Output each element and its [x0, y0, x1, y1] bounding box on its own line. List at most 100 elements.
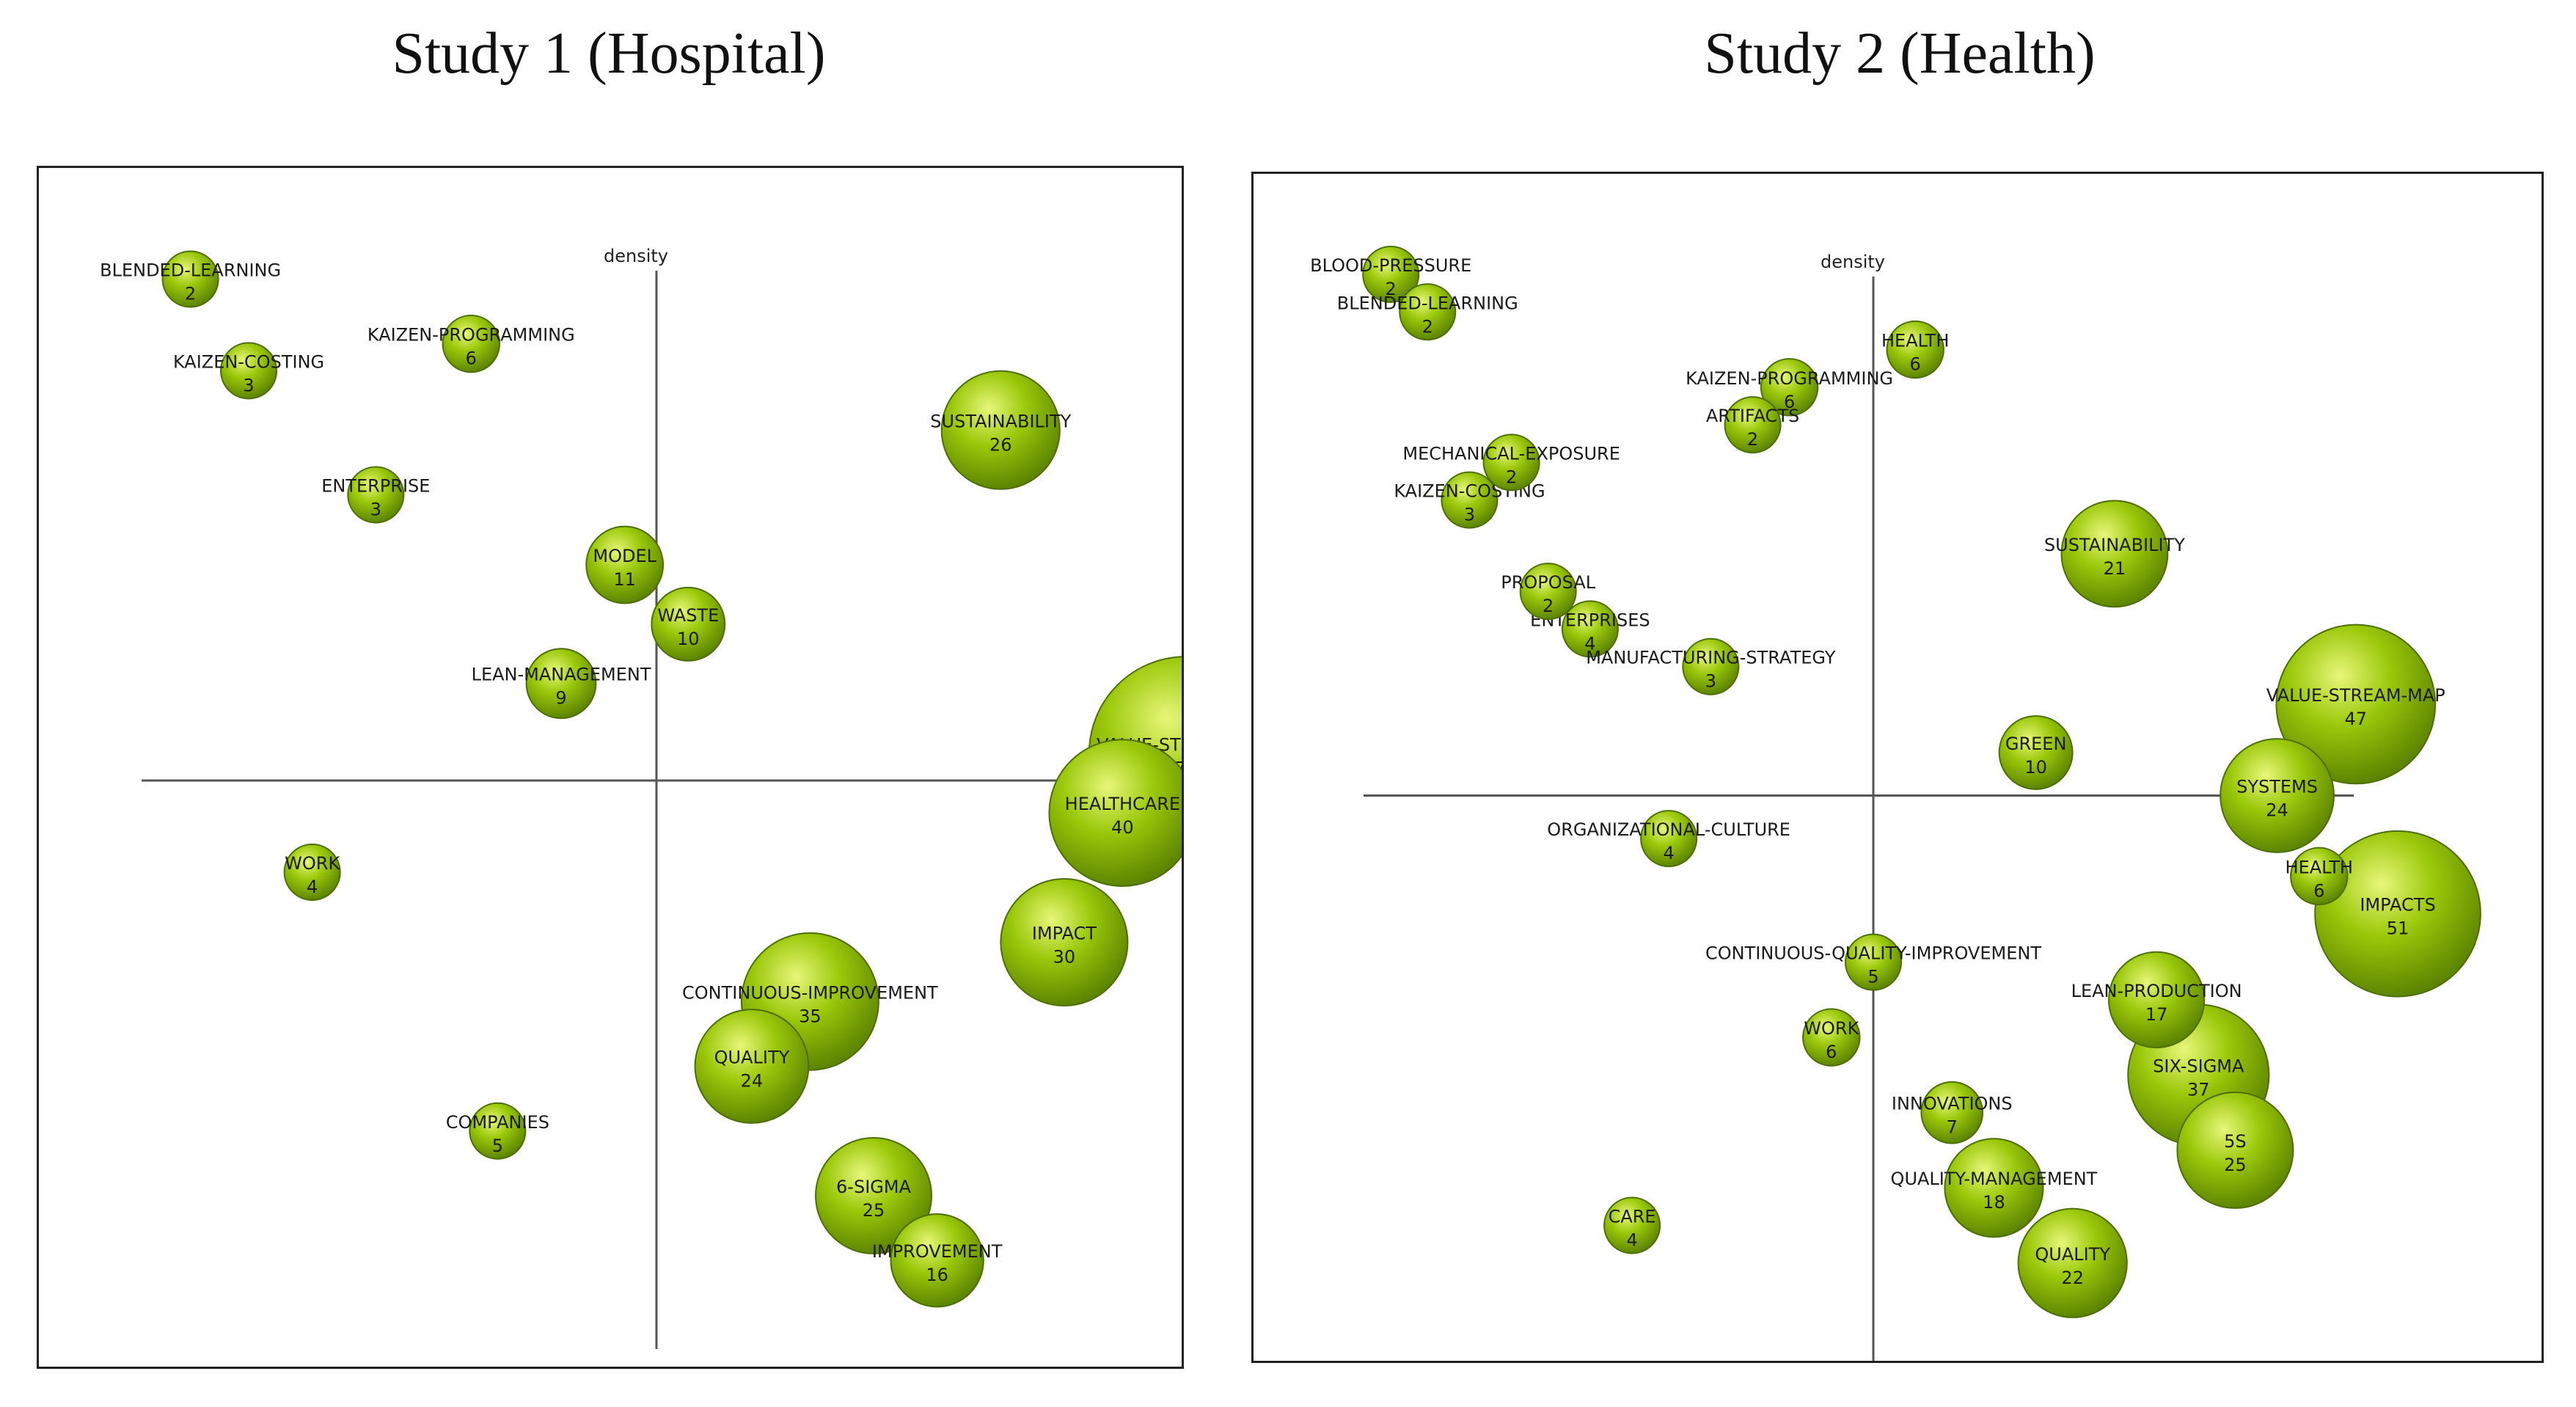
bubble-circle — [1048, 739, 1182, 887]
bubble-circle — [1724, 396, 1782, 454]
bubble-label: KAIZEN-PROGRAMMING — [1686, 368, 1893, 389]
bubble-blended-learning[interactable]: BLENDED-LEARNING 2 — [100, 250, 281, 308]
bubble-value: 6 — [466, 348, 477, 369]
bubble-blended-learning[interactable]: BLENDED-LEARNING 2 — [1337, 283, 1518, 341]
bubble-label: IMPACTS — [2360, 895, 2435, 916]
bubble-label: 5S — [2224, 1131, 2247, 1152]
bubble-lean-production[interactable]: LEAN-PRODUCTION 17 — [2071, 951, 2242, 1048]
bubble-proposal[interactable]: PROPOSAL 2 — [1501, 563, 1596, 621]
bubble-value: 25 — [2224, 1155, 2247, 1175]
bubble-label: MODEL — [593, 546, 656, 566]
bubble-label: HEALTHCARE — [1065, 794, 1180, 814]
bubble-circle — [2314, 830, 2481, 998]
bubble-waste[interactable]: WASTE 10 — [651, 586, 726, 662]
bubble-label: CONTINUOUS-QUALITY-IMPROVEMENT — [1705, 943, 2041, 964]
bubble-circle — [694, 1009, 810, 1124]
bubble-healthcare[interactable]: HEALTHCARE 40 — [1048, 739, 1184, 887]
bubble-systems[interactable]: SYSTEMS 24 — [2220, 738, 2335, 853]
bubble-label: 6-SIGMA — [836, 1177, 912, 1197]
bubble-value: 9 — [555, 688, 566, 709]
bubble-value: 4 — [1584, 633, 1595, 654]
bubble-label: LEAN-PRODUCTION — [2071, 981, 2242, 1001]
bubble-circle — [2275, 624, 2437, 785]
bubble-label: HEALTH — [1881, 331, 1949, 351]
bubble-value: 3 — [370, 499, 381, 519]
bubble-value: 24 — [741, 1071, 764, 1092]
bubble-circle — [1998, 715, 2074, 790]
bubble-value: 3 — [243, 375, 254, 395]
bubble-label: QUALITY-MANAGEMENT — [1891, 1169, 2098, 1189]
bubble-lean-management[interactable]: LEAN-MANAGEMENT 9 — [472, 648, 651, 720]
bubble-quality[interactable]: QUALITY 22 — [2017, 1207, 2128, 1318]
bubble-value: 2 — [1543, 596, 1554, 616]
bubble-label: QUALITY — [2035, 1244, 2110, 1265]
bubble-mechanical-exposure[interactable]: MECHANICAL-EXPOSURE 2 — [1402, 434, 1620, 491]
bubble-circle — [2107, 951, 2206, 1048]
bubble-enterprise[interactable]: ENTERPRISE 3 — [321, 466, 430, 524]
bubble-sustainability[interactable]: SUSTAINABILITY 21 — [2044, 500, 2185, 608]
bubble-value: 7 — [1947, 1117, 1958, 1138]
bubble-value: 3 — [1464, 505, 1475, 525]
bubble-work[interactable]: WORK 6 — [1802, 1008, 1861, 1067]
bubble-green[interactable]: GREEN 10 — [1998, 715, 2074, 790]
bubble-label: VALUE-STREAM-MAP — [2266, 685, 2445, 706]
bubble-circle — [525, 648, 597, 720]
bubble-label: SYSTEMS — [2236, 777, 2318, 797]
chart-1-plot: densityVALUE-STREAM-MAP70HEALTHCARE40CON… — [100, 246, 1184, 1349]
bubble-work[interactable]: WORK 4 — [283, 843, 341, 901]
bubble-blood-pressure[interactable]: BLOOD-PRESSURE 2 — [1310, 245, 1471, 303]
bubble-companies[interactable]: COMPANIES 5 — [446, 1102, 549, 1160]
bubble-manufacturing-strategy[interactable]: MANUFACTURING-STRATEGY 3 — [1586, 637, 1836, 695]
bubble-circle — [1886, 320, 1944, 379]
bubble-circle — [1561, 600, 1619, 658]
bubble-circle — [1482, 434, 1540, 491]
bubble-circle — [1399, 283, 1457, 341]
bubble-value: 10 — [677, 629, 700, 649]
bubble-label: MECHANICAL-EXPOSURE — [1402, 443, 1620, 464]
bubble-6-sigma[interactable]: 6-SIGMA 25 — [815, 1136, 933, 1254]
bubble-label: BLOOD-PRESSURE — [1310, 255, 1471, 276]
bubble-value: 18 — [1983, 1192, 2005, 1213]
bubble-artifacts[interactable]: ARTIFACTS 2 — [1706, 396, 1799, 454]
bubble-label: COMPANIES — [446, 1112, 549, 1133]
bubble-value: 2 — [185, 283, 196, 304]
bubble-health[interactable]: HEALTH 6 — [1881, 320, 1949, 379]
bubble-kaizen-costing[interactable]: KAIZEN-COSTING 3 — [173, 342, 324, 400]
bubble-care[interactable]: CARE 4 — [1603, 1196, 1661, 1254]
bubble-value-stream-map[interactable]: VALUE-STREAM-MAP 47 — [2266, 624, 2445, 785]
bubble-label: MANUFACTURING-STRATEGY — [1586, 648, 1836, 668]
bubble-model[interactable]: MODEL 11 — [585, 525, 665, 604]
bubble-value: 16 — [926, 1265, 948, 1285]
bubble-value: 11 — [613, 569, 636, 590]
bubble-circle — [2017, 1207, 2128, 1318]
bubble-sustainability[interactable]: SUSTAINABILITY 26 — [930, 370, 1072, 490]
bubble-quality[interactable]: QUALITY 24 — [694, 1009, 810, 1124]
bubble-label: SIX-SIGMA — [2153, 1056, 2244, 1076]
bubble-value: 10 — [2024, 757, 2047, 778]
bubble-innovations[interactable]: INNOVATIONS 7 — [1892, 1081, 2013, 1144]
bubble-circle — [2220, 738, 2335, 853]
bubble-label: CARE — [1609, 1207, 1656, 1227]
chart-2-title: Study 2 (Health) — [1704, 21, 2096, 86]
bubble-circle — [1603, 1196, 1661, 1254]
bubble-health[interactable]: HEALTH 6 — [2286, 847, 2353, 906]
bubble-value: 40 — [1111, 817, 1134, 838]
bubble-quality-management[interactable]: QUALITY-MANAGEMENT 18 — [1891, 1138, 2098, 1238]
bubble-continuous-quality-improvement[interactable]: CONTINUOUS-QUALITY-IMPROVEMENT 5 — [1705, 933, 2041, 991]
bubble-label: CONTINUOUS-IMPROVEMENT — [682, 982, 938, 1003]
bubble-label: ORGANIZATIONAL-CULTURE — [1547, 819, 1790, 840]
bubble-value: 2 — [1386, 279, 1397, 299]
bubble-organizational-culture[interactable]: ORGANIZATIONAL-CULTURE 4 — [1547, 810, 1790, 868]
bubble-label: IMPROVEMENT — [872, 1241, 1003, 1262]
bubble-value: 3 — [1705, 671, 1716, 692]
bubble-value: 21 — [2104, 558, 2126, 579]
bubble-impact[interactable]: IMPACT 30 — [1000, 877, 1129, 1007]
bubble-circle — [815, 1136, 933, 1254]
bubble-improvement[interactable]: IMPROVEMENT 16 — [872, 1213, 1003, 1308]
bubble-label: KAIZEN-COSTING — [173, 351, 324, 372]
bubble-circle — [1682, 637, 1740, 695]
